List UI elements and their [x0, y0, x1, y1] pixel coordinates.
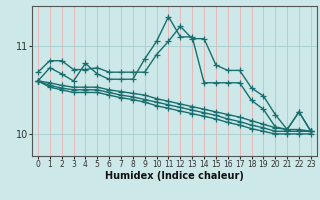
X-axis label: Humidex (Indice chaleur): Humidex (Indice chaleur) — [105, 171, 244, 181]
